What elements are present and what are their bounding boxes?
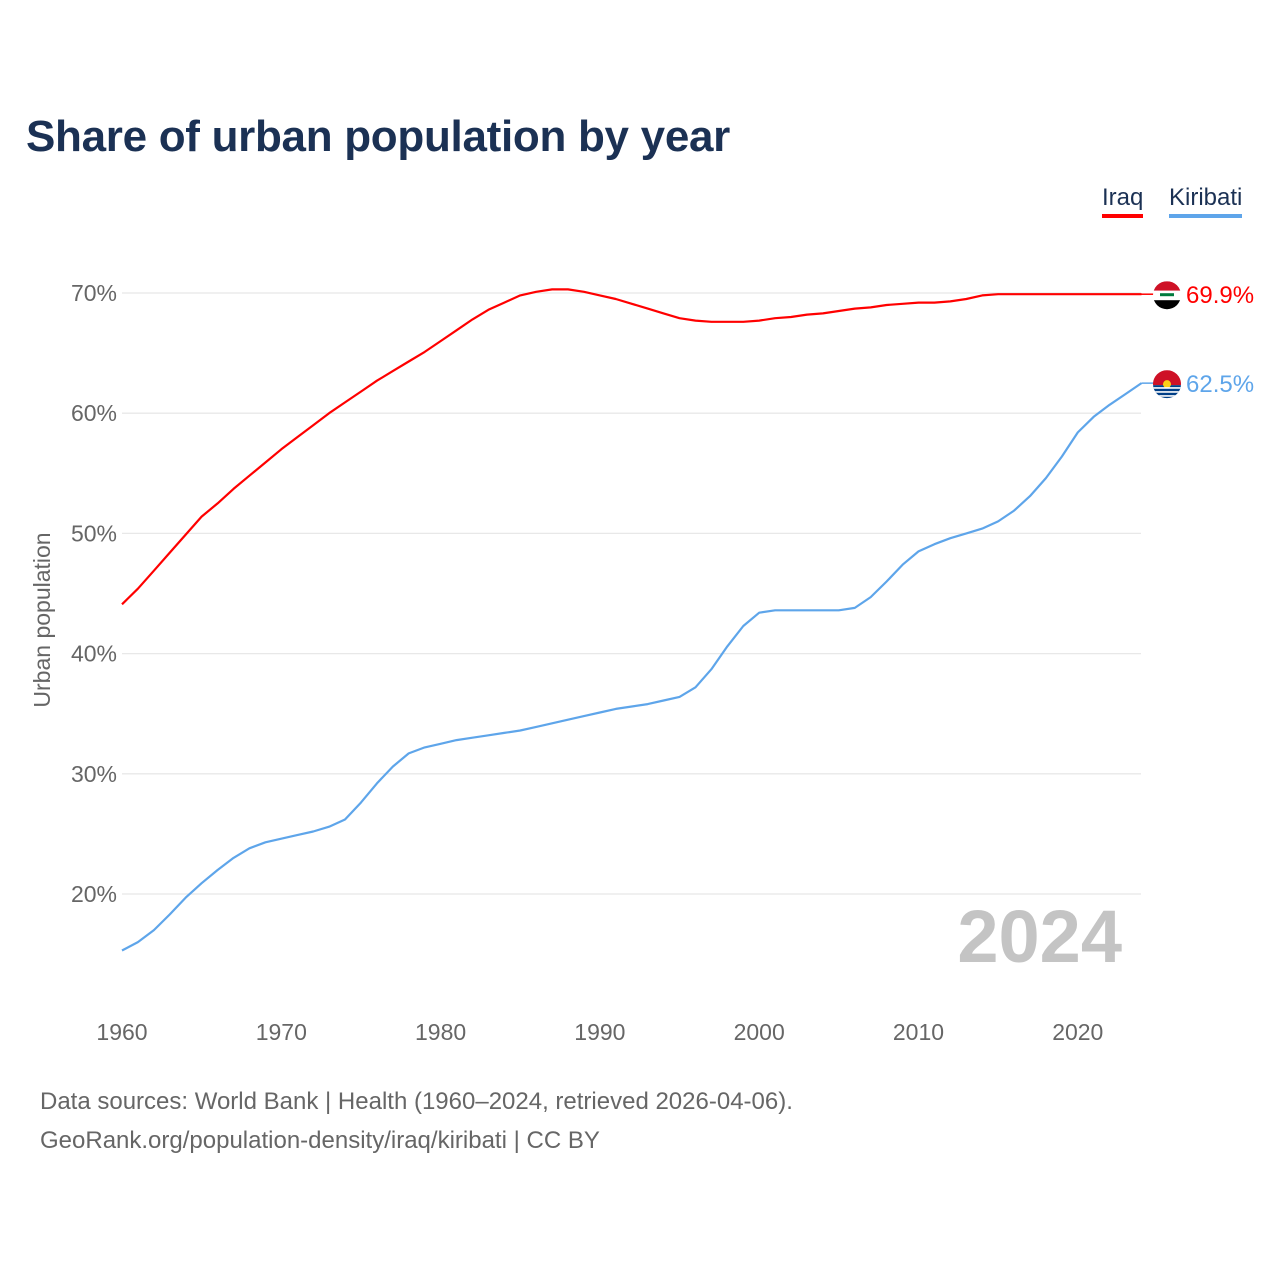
- footer-attribution[interactable]: GeoRank.org/population-density/iraq/kiri…: [40, 1127, 600, 1154]
- series-line-iraq: [121, 288, 1142, 606]
- flag-body: [1153, 370, 1181, 399]
- y-tick-label: 40%: [71, 641, 117, 667]
- flag-red: [1153, 370, 1181, 386]
- y-tick-label: 50%: [71, 520, 117, 546]
- y-axis-label: Urban population: [29, 532, 55, 707]
- y-tick-label: 20%: [71, 881, 117, 907]
- x-tick-label: 1960: [96, 1019, 147, 1045]
- x-tick-label: 2020: [1052, 1019, 1103, 1045]
- end-value-label: 69.9%: [1186, 282, 1254, 309]
- flag-wave: [1153, 387, 1181, 389]
- kiribati-flag-icon: [1153, 370, 1181, 399]
- series-lines: [121, 288, 1143, 952]
- series-end-labels: 69.9% 62.5%: [1141, 281, 1254, 399]
- gridlines: [122, 292, 1141, 895]
- footer-sources: Data sources: World Bank | Health (1960–…: [40, 1088, 793, 1115]
- legend-item-kiribati[interactable]: Kiribati: [1169, 184, 1243, 218]
- x-axis-ticks: 1960 1970 1980 1990 2000 2010 2020: [96, 1019, 1103, 1045]
- y-tick-label: 60%: [71, 400, 117, 426]
- series-line-kiribati: [121, 382, 1143, 952]
- flag-sun: [1163, 380, 1171, 389]
- flag-stripe: [1153, 300, 1181, 310]
- y-tick-label: 30%: [71, 761, 117, 787]
- legend-item-iraq[interactable]: Iraq: [1102, 184, 1144, 218]
- x-tick-label: 1980: [415, 1019, 466, 1045]
- chart-title: Share of urban population by year: [26, 112, 730, 161]
- iraq-flag-icon: [1153, 281, 1181, 310]
- x-tick-label: 1990: [574, 1019, 625, 1045]
- x-tick-label: 1970: [256, 1019, 307, 1045]
- y-axis-ticks: 20% 30% 40% 50% 60% 70%: [71, 280, 117, 907]
- flag-stripe: [1153, 281, 1181, 291]
- year-watermark: 2024: [957, 895, 1122, 978]
- flag-body: [1153, 281, 1181, 310]
- end-value-label: 62.5%: [1186, 371, 1254, 398]
- x-tick-label: 2000: [734, 1019, 785, 1045]
- flag-wave: [1153, 391, 1181, 393]
- x-tick-label: 2010: [893, 1019, 944, 1045]
- flag-wave: [1153, 395, 1181, 397]
- flag-script: [1160, 293, 1174, 297]
- y-tick-label: 70%: [71, 280, 117, 306]
